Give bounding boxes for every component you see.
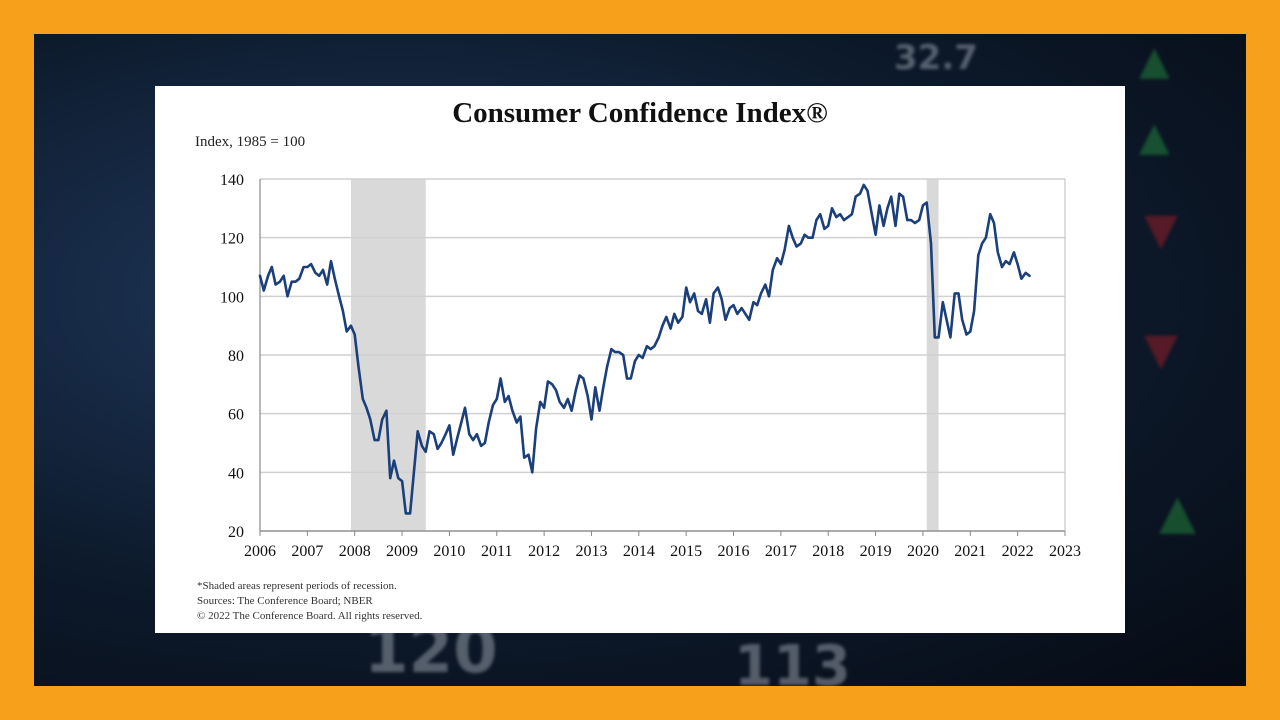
down-arrow-icon: ▼ <box>1144 324 1178 375</box>
x-tick-label: 2017 <box>765 543 797 560</box>
x-tick-label: 2021 <box>954 543 986 560</box>
y-tick-labels: 20 40 60 80 100 120 140 <box>220 172 244 541</box>
ticker-number: 113 <box>734 634 851 686</box>
x-tick-label: 2006 <box>244 543 276 560</box>
footnote-recession: *Shaded areas represent periods of reces… <box>197 580 397 592</box>
x-tick-label: 2015 <box>670 543 702 560</box>
x-tick-label: 2018 <box>812 543 844 560</box>
up-arrow-icon: ▲ <box>1159 484 1196 540</box>
x-tick-label: 2014 <box>623 543 655 560</box>
x-tick-label: 2012 <box>528 543 560 560</box>
y-tick-label: 100 <box>220 289 244 306</box>
series-lines <box>258 183 1031 515</box>
x-tick-label: 2009 <box>386 543 418 560</box>
series-line-consumer-confidence <box>258 183 1031 515</box>
y-tick-label: 40 <box>228 465 244 482</box>
footnote-copyright: © 2022 The Conference Board. All rights … <box>197 610 423 622</box>
x-tick-label: 2023 <box>1049 543 1081 560</box>
x-tick-label: 2019 <box>860 543 892 560</box>
x-tick-label: 2020 <box>907 543 939 560</box>
x-tick-label: 2022 <box>1002 543 1034 560</box>
y-tick-label: 80 <box>228 348 244 365</box>
axes <box>259 179 1066 536</box>
y-tick-label: 140 <box>220 172 244 189</box>
y-tick-label: 60 <box>228 407 244 424</box>
y-tick-label: 120 <box>220 231 244 248</box>
y-tick-label: 20 <box>228 524 244 541</box>
ticker-number: 32.7 <box>894 38 978 78</box>
x-tick-label: 2016 <box>718 543 750 560</box>
up-arrow-icon: ▲ <box>1139 114 1170 160</box>
x-tick-label: 2007 <box>291 543 323 560</box>
x-tick-label: 2010 <box>433 543 465 560</box>
up-arrow-icon: ▲ <box>1139 38 1170 84</box>
consumer-confidence-chart: Consumer Confidence Index® Index, 1985 =… <box>195 97 1081 622</box>
down-arrow-icon: ▼ <box>1144 204 1178 255</box>
chart-title: Consumer Confidence Index® <box>452 97 828 129</box>
y-axis-label: Index, 1985 = 100 <box>195 134 305 150</box>
x-tick-label: 2008 <box>339 543 371 560</box>
x-tick-label: 2013 <box>575 543 607 560</box>
chart-card: Consumer Confidence Index® Index, 1985 =… <box>155 86 1125 633</box>
footnote-sources: Sources: The Conference Board; NBER <box>197 595 373 607</box>
x-tick-label: 2011 <box>481 543 512 560</box>
x-tick-labels: 2006 2007 2008 2009 2010 2011 2012 2013 2014 2015… <box>244 543 1081 560</box>
